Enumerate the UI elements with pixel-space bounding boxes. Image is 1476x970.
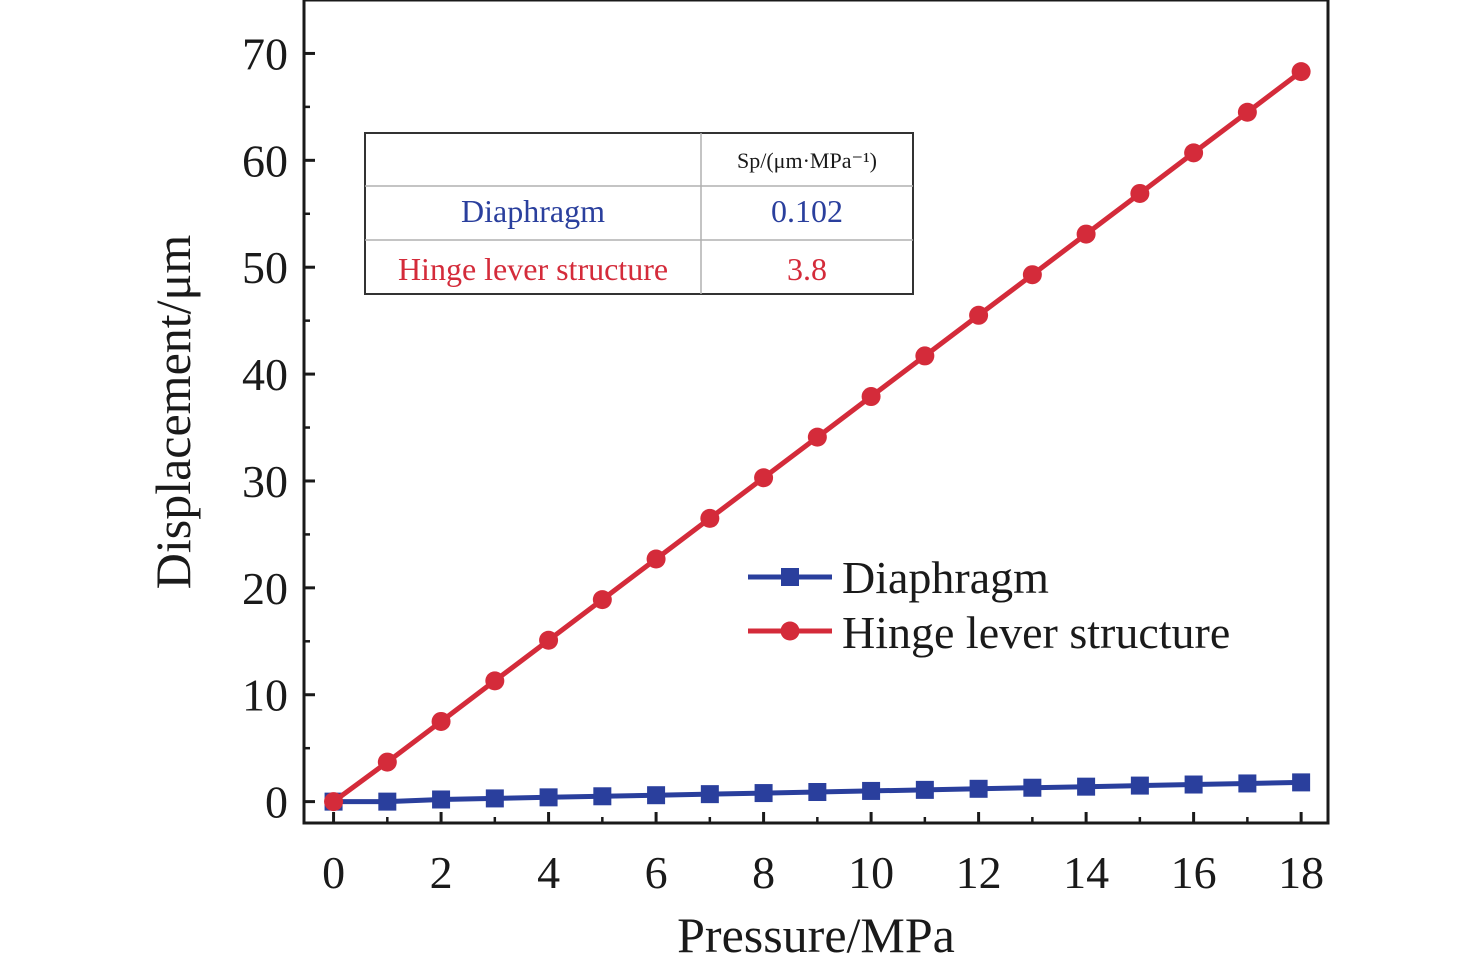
plot-frame (302, 0, 1330, 825)
x-tick-label: 0 (322, 847, 345, 898)
table-header-sensitivity: Sp/(μm·MPa⁻¹) (737, 148, 877, 173)
data-point-diaphragm (1238, 774, 1257, 793)
data-point-hinge-lever-structure (1291, 62, 1311, 82)
data-point-diaphragm (915, 780, 934, 799)
x-tick-label: 8 (752, 847, 775, 898)
y-tick-label: 10 (242, 670, 288, 721)
y-tick-label: 50 (242, 242, 288, 293)
legend-label-hinge: Hinge lever structure (842, 607, 1230, 658)
data-point-hinge-lever-structure (646, 549, 666, 569)
data-point-diaphragm (1184, 775, 1203, 794)
data-point-diaphragm (1077, 777, 1096, 796)
y-tick-label: 70 (242, 28, 288, 79)
data-point-hinge-lever-structure (807, 427, 827, 447)
data-point-hinge-lever-structure (539, 630, 559, 650)
data-point-hinge-lever-structure (1237, 102, 1257, 122)
x-axis-title: Pressure/MPa (677, 907, 955, 963)
data-point-hinge-lever-structure (431, 711, 451, 731)
data-point-diaphragm (1130, 776, 1149, 795)
y-tick-label: 20 (242, 563, 288, 614)
legend: Diaphragm Hinge lever structure (748, 552, 1230, 658)
data-point-hinge-lever-structure (1130, 183, 1150, 203)
y-tick-label: 60 (242, 135, 288, 186)
data-point-hinge-lever-structure (861, 387, 881, 407)
legend-label-diaphragm: Diaphragm (842, 552, 1049, 603)
data-point-diaphragm (432, 790, 451, 809)
data-point-hinge-lever-structure (377, 752, 397, 772)
data-point-diaphragm (485, 789, 504, 808)
data-point-diaphragm (1292, 773, 1311, 792)
x-tick-label: 14 (1063, 847, 1109, 898)
y-tick-label: 40 (242, 349, 288, 400)
x-tick-label: 6 (645, 847, 668, 898)
data-point-hinge-lever-structure (915, 346, 935, 366)
data-point-diaphragm (1023, 778, 1042, 797)
data-point-diaphragm (808, 783, 827, 802)
x-axis: 0 2 4 6 8 10 12 14 16 18 (322, 812, 1324, 898)
data-point-diaphragm (862, 781, 881, 800)
x-tick-label: 2 (430, 847, 453, 898)
data-point-hinge-lever-structure (485, 671, 505, 691)
y-axis-title: Displacement/μm (145, 235, 201, 590)
data-point-hinge-lever-structure (324, 792, 344, 812)
x-tick-label: 4 (537, 847, 560, 898)
table-row-hinge-value: 3.8 (787, 251, 827, 287)
data-point-diaphragm (647, 786, 666, 805)
x-tick-label: 10 (848, 847, 894, 898)
table-frame (364, 132, 914, 295)
y-tick-label: 30 (242, 456, 288, 507)
y-tick-label: 0 (265, 777, 288, 828)
legend-marker-hinge (780, 621, 800, 641)
data-point-diaphragm (700, 785, 719, 804)
y-axis: 0 10 20 30 40 50 60 70 (242, 28, 315, 828)
data-point-diaphragm (378, 792, 397, 811)
sensitivity-table: Sp/(μm·MPa⁻¹) Diaphragm 0.102 Hinge leve… (364, 132, 914, 295)
data-point-hinge-lever-structure (1076, 224, 1096, 244)
data-point-diaphragm (969, 779, 988, 798)
data-point-diaphragm (593, 787, 612, 806)
table-row-hinge-label: Hinge lever structure (398, 251, 668, 287)
data-point-hinge-lever-structure (700, 508, 720, 528)
legend-marker-diaphragm (781, 568, 799, 586)
data-point-hinge-lever-structure (1022, 265, 1042, 285)
data-point-hinge-lever-structure (592, 590, 612, 610)
series-layer (324, 62, 1311, 812)
data-point-diaphragm (539, 788, 558, 807)
x-tick-label: 16 (1171, 847, 1217, 898)
x-tick-label: 12 (956, 847, 1002, 898)
data-point-hinge-lever-structure (754, 468, 774, 488)
data-point-diaphragm (754, 784, 773, 803)
x-tick-label: 18 (1278, 847, 1324, 898)
data-point-hinge-lever-structure (1184, 143, 1204, 163)
data-point-hinge-lever-structure (969, 305, 989, 325)
table-row-diaphragm-value: 0.102 (771, 193, 843, 229)
table-row-diaphragm-label: Diaphragm (461, 193, 605, 229)
